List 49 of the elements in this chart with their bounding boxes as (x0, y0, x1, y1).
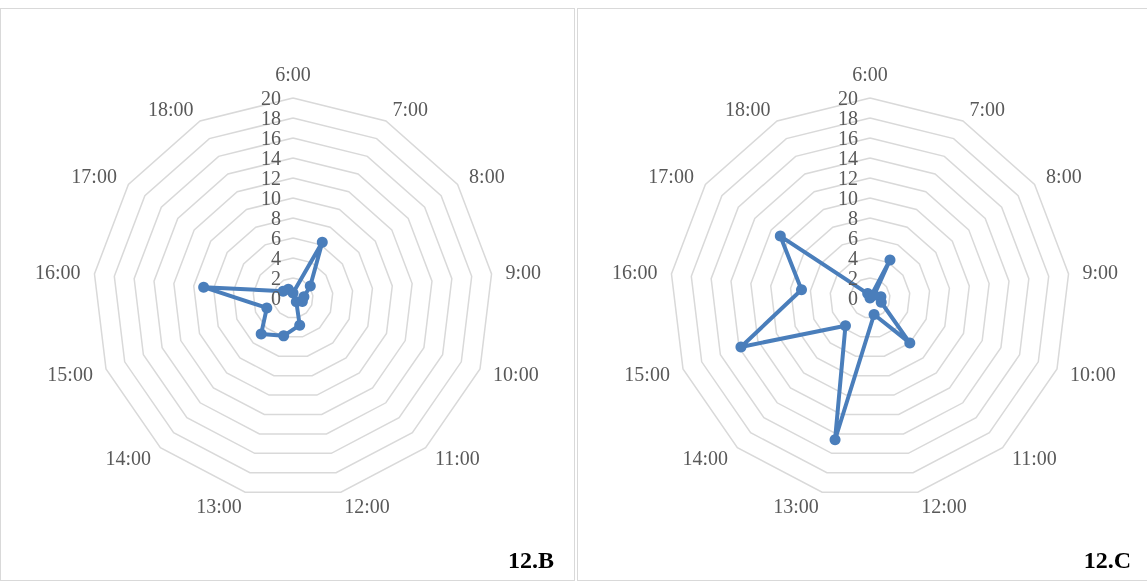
spoke-label: 13:00 (196, 494, 242, 517)
spoke-label: 13:00 (773, 494, 819, 517)
y-tick-label: 8 (848, 207, 858, 229)
spoke-label: 12:00 (344, 494, 390, 517)
y-tick-label: 12 (838, 167, 858, 189)
spoke-label: 8:00 (469, 165, 505, 188)
spoke-label: 9:00 (505, 261, 541, 284)
spoke-label: 6:00 (852, 63, 888, 85)
y-tick-label: 12 (261, 167, 281, 189)
text: 12.B (507, 547, 555, 573)
spoke-label: 7:00 (969, 97, 1006, 120)
y-tick-label: 20 (261, 87, 281, 109)
spoke-label: 9:00 (1082, 261, 1118, 284)
spoke-label: 11:00 (1011, 447, 1057, 470)
spoke-label: 10:00 (493, 362, 539, 385)
spoke-label: 15:00 (47, 362, 93, 385)
y-tick-label: 20 (838, 87, 858, 109)
y-tick-label: 2 (271, 267, 281, 289)
spoke-label: 12:00 (921, 494, 967, 517)
y-tick-label: 14 (838, 147, 858, 169)
y-tick-label: 10 (261, 187, 281, 209)
y-tick-label: 0 (848, 287, 858, 309)
spoke-label: 15:00 (624, 362, 670, 385)
y-tick-label: 14 (261, 147, 281, 169)
y-tick-label: 6 (848, 227, 858, 249)
y-tick-label: 8 (271, 207, 281, 229)
spoke-label: 11:00 (434, 447, 480, 470)
y-tick-label: 16 (261, 127, 281, 149)
spoke-label: 7:00 (392, 97, 429, 120)
spoke-label: 10:00 (1070, 362, 1116, 385)
y-tick-label: 16 (838, 127, 858, 149)
spoke-label: 17:00 (71, 165, 117, 188)
y-tick-label: 18 (261, 107, 281, 129)
spoke-label: 16:00 (35, 261, 81, 284)
spoke-label: 18:00 (147, 97, 194, 120)
spoke-label: 18:00 (724, 97, 771, 120)
spoke-label: 14:00 (682, 447, 729, 470)
spoke-label: 8:00 (1046, 165, 1082, 188)
y-tick-label: 18 (838, 107, 858, 129)
spoke-label: 17:00 (648, 165, 694, 188)
text: 12.C (1083, 547, 1132, 573)
y-tick-label: 0 (271, 287, 281, 309)
y-tick-label: 10 (838, 187, 858, 209)
spoke-label: 6:00 (275, 63, 311, 85)
spoke-label: 16:00 (612, 261, 658, 284)
spoke-label: 14:00 (105, 447, 152, 470)
y-tick-label: 6 (271, 227, 281, 249)
y-tick-label: 4 (271, 247, 281, 269)
y-tick-label: 4 (848, 247, 858, 269)
